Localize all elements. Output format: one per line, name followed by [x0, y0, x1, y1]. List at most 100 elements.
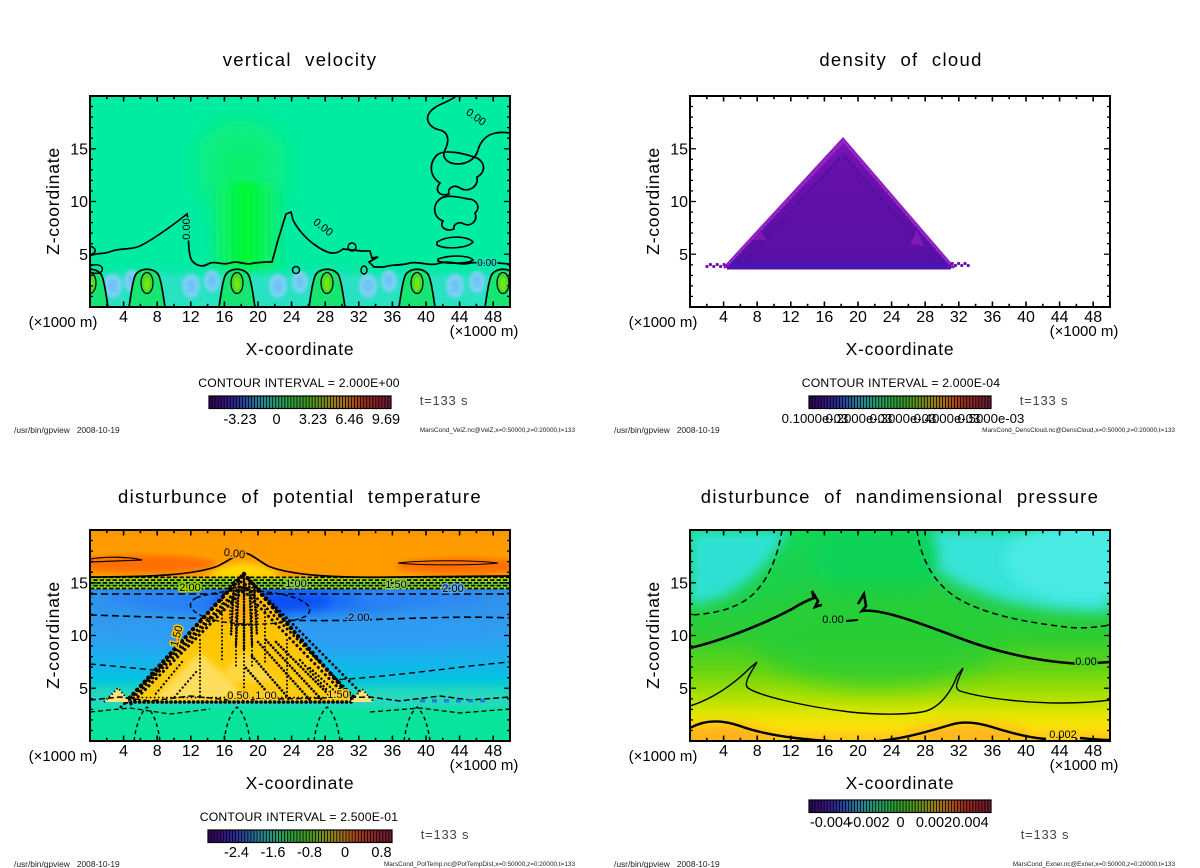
svg-text:36: 36 [384, 743, 402, 760]
svg-text:8: 8 [153, 309, 162, 326]
svg-text:CONTOUR INTERVAL = 2.000E+00: CONTOUR INTERVAL = 2.000E+00 [198, 376, 400, 390]
svg-text:t=133 s: t=133 s [1020, 393, 1069, 408]
svg-text:(×1000 m): (×1000 m) [29, 748, 98, 765]
svg-text:X-coordinate: X-coordinate [246, 339, 355, 359]
svg-text:8: 8 [153, 743, 162, 760]
svg-text:0.00: 0.00 [477, 258, 497, 269]
svg-text:0.00: 0.00 [1075, 656, 1096, 668]
svg-text:0.00: 0.00 [822, 614, 843, 626]
svg-text:Z-coordinate: Z-coordinate [43, 147, 63, 255]
svg-text:40: 40 [1017, 309, 1035, 326]
svg-text:0.2000e-03: 0.2000e-03 [826, 411, 893, 426]
svg-text:10: 10 [70, 628, 88, 645]
svg-text:2.00: 2.00 [442, 583, 463, 595]
svg-text:3.23: 3.23 [299, 412, 327, 428]
svg-text:4: 4 [119, 743, 128, 760]
svg-text:t=133 s: t=133 s [420, 393, 469, 408]
svg-text:12: 12 [782, 309, 800, 326]
svg-text:20: 20 [849, 309, 867, 326]
svg-text:2.00: 2.00 [179, 582, 200, 594]
svg-text:t=133 s: t=133 s [1021, 827, 1070, 842]
svg-text:0.50: 0.50 [227, 690, 248, 702]
svg-text:Z-coordinate: Z-coordinate [43, 581, 63, 689]
svg-text:15: 15 [70, 575, 88, 592]
svg-text:-2.4: -2.4 [224, 845, 249, 861]
svg-text:density of cloud: density of cloud [819, 49, 982, 70]
svg-text:0: 0 [341, 845, 349, 861]
svg-text:CONTOUR INTERVAL = 2.000E-04: CONTOUR INTERVAL = 2.000E-04 [802, 376, 1001, 390]
svg-text:/usr/bin/gpview 2008-10-19: /usr/bin/gpview 2008-10-19 [614, 859, 720, 868]
svg-text:0.3000e-03: 0.3000e-03 [870, 411, 937, 426]
svg-text:5: 5 [679, 681, 688, 698]
svg-text:0.4000e-03: 0.4000e-03 [914, 411, 981, 426]
svg-text:28: 28 [916, 309, 934, 326]
svg-text:0.1000e-03: 0.1000e-03 [782, 411, 849, 426]
svg-text:/usr/bin/gpview 2008-10-19: /usr/bin/gpview 2008-10-19 [14, 425, 120, 435]
svg-text:16: 16 [816, 309, 834, 326]
svg-text:28: 28 [316, 309, 334, 326]
svg-text:0.002: 0.002 [1049, 729, 1077, 741]
svg-text:0: 0 [272, 412, 280, 428]
svg-text:20: 20 [249, 309, 267, 326]
svg-text:Z-coordinate: Z-coordinate [643, 581, 663, 689]
svg-text:24: 24 [883, 743, 901, 760]
svg-text:10: 10 [70, 194, 88, 211]
svg-text:disturbunce of potential tempe: disturbunce of potential temperature [118, 486, 482, 507]
svg-text:-0.004: -0.004 [810, 815, 851, 831]
svg-text:X-coordinate: X-coordinate [846, 773, 955, 793]
svg-text:-0.8: -0.8 [297, 845, 322, 861]
svg-text:-1.6: -1.6 [261, 845, 286, 861]
svg-text:44: 44 [1051, 743, 1069, 760]
svg-text:Z-coordinate: Z-coordinate [643, 147, 663, 255]
svg-text:15: 15 [670, 575, 688, 592]
svg-text:12: 12 [182, 743, 200, 760]
svg-text:28: 28 [316, 743, 334, 760]
svg-text:8: 8 [753, 309, 762, 326]
svg-text:24: 24 [283, 309, 301, 326]
svg-text:8: 8 [753, 743, 762, 760]
svg-text:32: 32 [950, 743, 968, 760]
svg-text:48: 48 [1084, 309, 1102, 326]
svg-text:4: 4 [119, 309, 128, 326]
svg-text:20: 20 [849, 743, 867, 760]
svg-text:0.002: 0.002 [916, 815, 952, 831]
svg-text:(×1000 m): (×1000 m) [450, 757, 519, 774]
svg-text:36: 36 [384, 309, 402, 326]
svg-text:40: 40 [417, 743, 435, 760]
svg-text:32: 32 [350, 309, 368, 326]
svg-text:48: 48 [1084, 743, 1102, 760]
svg-text:(×1000 m): (×1000 m) [1050, 757, 1119, 774]
svg-text:9.69: 9.69 [372, 412, 400, 428]
svg-text:5: 5 [679, 247, 688, 264]
svg-text:MarsCond_VelZ.nc@VelZ,x=0:5000: MarsCond_VelZ.nc@VelZ,x=0:50000,z=0:2000… [420, 427, 576, 434]
svg-text:(×1000 m): (×1000 m) [1050, 323, 1119, 340]
svg-text:48: 48 [484, 743, 502, 760]
svg-text:(×1000 m): (×1000 m) [450, 323, 519, 340]
svg-text:MarsCond_DensCloud.nc@DensClou: MarsCond_DensCloud.nc@DensCloud,x=0:5000… [982, 427, 1175, 434]
svg-text:28: 28 [916, 743, 934, 760]
svg-text:0.004: 0.004 [952, 815, 988, 831]
svg-text:CONTOUR INTERVAL = 2.500E-01: CONTOUR INTERVAL = 2.500E-01 [200, 810, 399, 824]
svg-text:MarsCond_Exner.nc@Exner,x=0:50: MarsCond_Exner.nc@Exner,x=0:50000,z=0:20… [1013, 861, 1176, 868]
svg-text:vertical velocity: vertical velocity [223, 49, 378, 70]
svg-text:44: 44 [451, 743, 469, 760]
svg-text:5: 5 [79, 247, 88, 264]
svg-text:16: 16 [816, 743, 834, 760]
svg-text:5: 5 [79, 681, 88, 698]
svg-text:44: 44 [451, 309, 469, 326]
svg-text:4: 4 [719, 743, 728, 760]
svg-text:44: 44 [1051, 309, 1069, 326]
svg-text:36: 36 [984, 309, 1002, 326]
svg-text:10: 10 [670, 194, 688, 211]
svg-text:0: 0 [896, 815, 904, 831]
svg-text:12: 12 [182, 309, 200, 326]
svg-text:0.5000e-03: 0.5000e-03 [958, 411, 1025, 426]
svg-text:(×1000 m): (×1000 m) [29, 314, 98, 331]
svg-text:-2.00: -2.00 [344, 612, 369, 624]
svg-text:15: 15 [670, 141, 688, 158]
svg-text:40: 40 [1017, 743, 1035, 760]
svg-text:X-coordinate: X-coordinate [846, 339, 955, 359]
svg-text:32: 32 [950, 309, 968, 326]
svg-text:32: 32 [350, 743, 368, 760]
svg-text:15: 15 [70, 141, 88, 158]
